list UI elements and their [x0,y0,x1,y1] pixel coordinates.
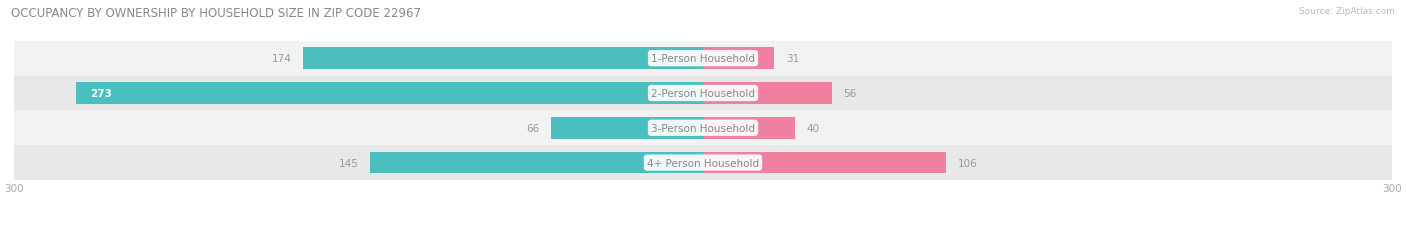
Bar [370,152,703,174]
Bar [703,152,946,174]
Text: 145: 145 [339,158,359,168]
Bar [304,48,703,70]
Text: 2-Person Household: 2-Person Household [651,88,755,99]
Text: Source: ZipAtlas.com: Source: ZipAtlas.com [1299,7,1395,16]
Text: 40: 40 [807,123,820,133]
Bar [76,83,703,104]
Text: 106: 106 [957,158,977,168]
Bar [14,111,1392,146]
Bar [703,118,794,139]
Text: 56: 56 [844,88,856,99]
Text: 3-Person Household: 3-Person Household [651,123,755,133]
Text: OCCUPANCY BY OWNERSHIP BY HOUSEHOLD SIZE IN ZIP CODE 22967: OCCUPANCY BY OWNERSHIP BY HOUSEHOLD SIZE… [11,7,422,20]
Text: 4+ Person Household: 4+ Person Household [647,158,759,168]
Bar [14,76,1392,111]
Bar [703,48,775,70]
Bar [703,83,831,104]
Text: 174: 174 [271,54,292,64]
Bar [551,118,703,139]
Text: 273: 273 [90,88,111,99]
Bar [14,146,1392,180]
Bar [14,42,1392,76]
Text: 66: 66 [527,123,540,133]
Text: 1-Person Household: 1-Person Household [651,54,755,64]
Text: 31: 31 [786,54,799,64]
